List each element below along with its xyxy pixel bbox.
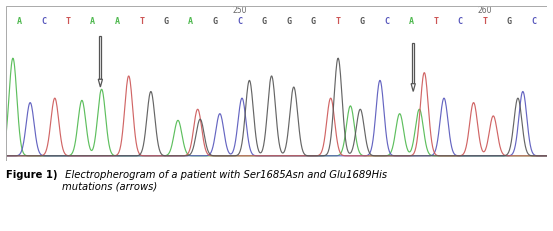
Text: T: T	[434, 17, 439, 26]
Text: G: G	[213, 17, 218, 26]
Text: C: C	[531, 17, 536, 26]
Text: C: C	[237, 17, 242, 26]
Text: 260: 260	[478, 6, 492, 15]
Text: T: T	[482, 17, 487, 26]
Text: C: C	[384, 17, 389, 26]
Text: G: G	[507, 17, 512, 26]
Polygon shape	[98, 80, 102, 88]
Polygon shape	[411, 84, 415, 92]
Text: G: G	[164, 17, 169, 26]
Text: C: C	[458, 17, 463, 26]
Text: A: A	[409, 17, 414, 26]
Text: G: G	[286, 17, 291, 26]
Text: A: A	[188, 17, 193, 26]
Text: C: C	[41, 17, 46, 26]
Polygon shape	[412, 43, 414, 84]
Text: G: G	[360, 17, 365, 26]
Text: G: G	[262, 17, 267, 26]
Text: T: T	[66, 17, 71, 26]
Polygon shape	[100, 37, 101, 80]
Text: G: G	[311, 17, 316, 26]
Text: A: A	[114, 17, 119, 26]
Text: A: A	[17, 17, 22, 26]
Text: T: T	[139, 17, 144, 26]
Text: T: T	[335, 17, 340, 26]
Text: 250: 250	[232, 6, 247, 15]
Text: Electropherogram of a patient with Ser1685Asn and Glu1689His
mutations (arrows): Electropherogram of a patient with Ser16…	[62, 170, 388, 191]
Text: Figure 1): Figure 1)	[6, 170, 57, 179]
Text: A: A	[90, 17, 95, 26]
